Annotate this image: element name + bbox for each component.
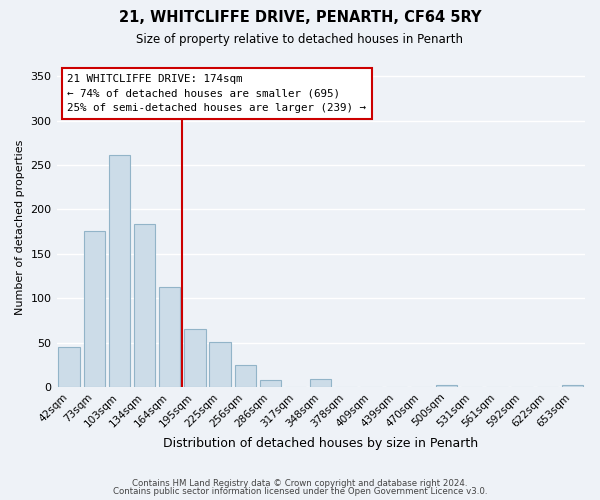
Bar [235,365,256,387]
Text: Contains public sector information licensed under the Open Government Licence v3: Contains public sector information licen… [113,487,487,496]
Bar [184,330,206,387]
Bar [83,231,105,387]
Text: 21 WHITCLIFFE DRIVE: 174sqm
← 74% of detached houses are smaller (695)
25% of se: 21 WHITCLIFFE DRIVE: 174sqm ← 74% of det… [67,74,366,114]
Bar [109,156,130,387]
Y-axis label: Number of detached properties: Number of detached properties [15,140,25,315]
Text: Contains HM Land Registry data © Crown copyright and database right 2024.: Contains HM Land Registry data © Crown c… [132,478,468,488]
Text: Size of property relative to detached houses in Penarth: Size of property relative to detached ho… [137,32,464,46]
Bar [310,379,331,387]
Bar [134,224,155,387]
Bar [58,347,80,387]
X-axis label: Distribution of detached houses by size in Penarth: Distribution of detached houses by size … [163,437,478,450]
Bar [260,380,281,387]
Bar [159,286,181,387]
Bar [209,342,231,387]
Text: 21, WHITCLIFFE DRIVE, PENARTH, CF64 5RY: 21, WHITCLIFFE DRIVE, PENARTH, CF64 5RY [119,10,481,25]
Bar [562,385,583,387]
Bar [436,385,457,387]
